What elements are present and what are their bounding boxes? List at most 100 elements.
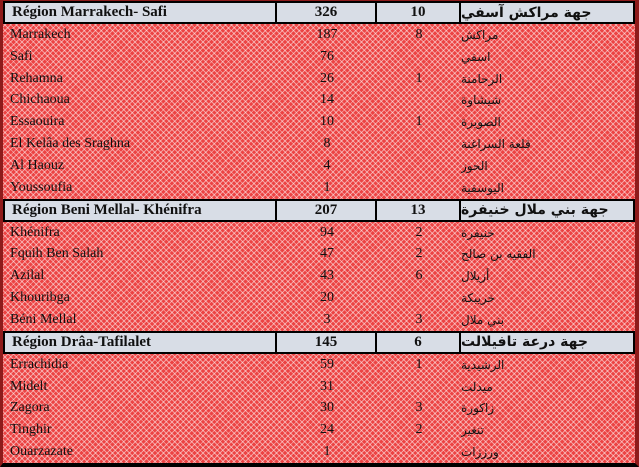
province-secondary-value: 1 xyxy=(415,356,423,372)
province-name-fr: Tinghir xyxy=(10,422,52,438)
province-name-ar: تنغير xyxy=(461,423,484,438)
province-name-ar: الرشيدية xyxy=(461,357,505,372)
province-name-fr: Safi xyxy=(10,48,33,64)
table-row: Chichaoua 14 شيشاوة xyxy=(3,89,635,111)
province-name-fr: Azilal xyxy=(10,268,45,284)
region-name-ar: جهة بني ملال خنيفرة xyxy=(461,202,609,219)
province-name-fr: Khouribga xyxy=(10,290,70,306)
province-name-fr: El Kelâa des Sraghna xyxy=(10,136,131,152)
province-name-ar: الرحامنة xyxy=(461,71,503,86)
region-total-value: 207 xyxy=(277,200,377,220)
province-value: 187 xyxy=(316,26,338,42)
table-row: Errachidia 59 1 الرشيدية xyxy=(3,354,635,376)
region-secondary-value: 10 xyxy=(377,3,461,22)
region-name-fr: Région Beni Mellal- Khénifra xyxy=(5,200,277,220)
table-row: Tinghir 24 2 تنغير xyxy=(3,419,635,441)
province-secondary-value: 1 xyxy=(415,114,423,130)
province-name-fr: Ouarzazate xyxy=(10,444,73,460)
province-value: 4 xyxy=(323,157,331,173)
province-value: 1 xyxy=(323,444,331,460)
table-row: Midelt 31 ميدلت xyxy=(3,376,635,398)
province-name-fr: Youssoufia xyxy=(10,179,73,195)
section-header-row: Région Drâa-Tafilalet 145 6 جهة درعة تاف… xyxy=(3,330,635,354)
province-name-fr: Chichaoua xyxy=(10,92,70,108)
table-row: Marrakech 187 8 مراكش xyxy=(3,24,635,46)
province-name-ar: قلعة السراغنة xyxy=(461,137,531,152)
province-value: 30 xyxy=(320,400,334,416)
region-name-ar: جهة درعة تافيلالت xyxy=(461,334,588,351)
province-name-ar: اسفي xyxy=(461,49,491,64)
province-secondary-value: 6 xyxy=(415,268,423,284)
province-secondary-value xyxy=(377,287,461,309)
section-body: Khénifra 94 2 خنيفرة Fquih Ben Salah 47 … xyxy=(3,221,635,331)
province-secondary-value xyxy=(377,441,461,463)
province-name-fr: Errachidia xyxy=(10,356,69,372)
province-name-ar: ميدلت xyxy=(461,379,493,394)
province-secondary-value xyxy=(377,155,461,177)
province-name-fr: Rehamna xyxy=(10,70,63,86)
table-row: Youssoufia 1 اليوسفية xyxy=(3,177,635,199)
table-row: Khouribga 20 خريبكة xyxy=(3,287,635,309)
province-secondary-value xyxy=(377,89,461,111)
section-header-row: Région Marrakech- Safi 326 10 جهة مراكش … xyxy=(3,1,635,24)
province-secondary-value xyxy=(377,177,461,199)
province-value: 47 xyxy=(320,246,334,262)
province-name-ar: مراكش xyxy=(461,27,499,42)
table-row: Safi 76 اسفي xyxy=(3,46,635,68)
province-name-ar: زاكورة xyxy=(461,401,495,416)
province-name-ar: الصويرة xyxy=(461,115,501,130)
province-name-fr: Al Haouz xyxy=(10,157,65,173)
table-row: El Kelâa des Sraghna 8 قلعة السراغنة xyxy=(3,133,635,155)
province-secondary-value xyxy=(377,133,461,155)
province-value: 1 xyxy=(323,179,331,195)
province-name-ar: الفقيه بن صالح xyxy=(461,247,536,262)
table-row: Zagora 30 3 زاكورة xyxy=(3,398,635,420)
province-name-fr: Essaouira xyxy=(10,114,65,130)
province-name-ar: الحوز xyxy=(461,158,488,173)
province-name-ar: خريبكة xyxy=(461,291,496,306)
province-secondary-value: 2 xyxy=(415,224,423,240)
province-name-fr: Zagora xyxy=(10,400,50,416)
region-total-value: 326 xyxy=(277,3,377,22)
province-value: 26 xyxy=(320,70,334,86)
region-name-fr: Région Drâa-Tafilalet xyxy=(5,332,277,352)
province-name-ar: أزيلال xyxy=(461,269,490,284)
region-secondary-value: 6 xyxy=(377,332,461,352)
region-name-fr: Région Marrakech- Safi xyxy=(5,3,277,22)
section-body: Errachidia 59 1 الرشيدية Midelt 31 ميدلت… xyxy=(3,353,635,464)
province-value: 20 xyxy=(320,290,334,306)
table-row: Al Haouz 4 الحوز xyxy=(3,155,635,177)
section-body: Marrakech 187 8 مراكش Safi 76 اسفي Reham… xyxy=(3,24,635,199)
province-name-fr: Marrakech xyxy=(10,26,71,42)
province-name-fr: Midelt xyxy=(10,378,48,394)
province-value: 31 xyxy=(320,378,334,394)
province-value: 24 xyxy=(320,422,334,438)
province-name-fr: Fquih Ben Salah xyxy=(10,246,104,262)
table-row: Essaouira 10 1 الصويرة xyxy=(3,111,635,133)
province-secondary-value xyxy=(377,46,461,68)
region-total-value: 145 xyxy=(277,332,377,352)
table-row: Ouarzazate 1 ورززات xyxy=(3,441,635,463)
province-value: 59 xyxy=(320,356,334,372)
table-row: Azilal 43 6 أزيلال xyxy=(3,265,635,287)
province-value: 10 xyxy=(320,114,334,130)
table-row: Khénifra 94 2 خنيفرة xyxy=(3,222,635,244)
province-name-ar: خنيفرة xyxy=(461,225,495,240)
province-value: 94 xyxy=(320,224,334,240)
province-value: 43 xyxy=(320,268,334,284)
province-secondary-value: 3 xyxy=(415,400,423,416)
province-secondary-value: 3 xyxy=(415,311,423,327)
province-value: 3 xyxy=(323,311,331,327)
province-name-ar: اليوسفية xyxy=(461,180,504,195)
province-secondary-value: 8 xyxy=(415,26,423,42)
province-value: 8 xyxy=(323,136,331,152)
province-secondary-value: 2 xyxy=(415,422,423,438)
region-secondary-value: 13 xyxy=(377,200,461,220)
table-row: Rehamna 26 1 الرحامنة xyxy=(3,68,635,90)
province-name-ar: ورززات xyxy=(461,445,499,460)
province-name-fr: Béni Mellal xyxy=(10,311,77,327)
province-secondary-value: 2 xyxy=(415,246,423,262)
region-name-ar: جهة مراكش آسفي xyxy=(461,4,592,21)
province-name-fr: Khénifra xyxy=(10,224,60,240)
